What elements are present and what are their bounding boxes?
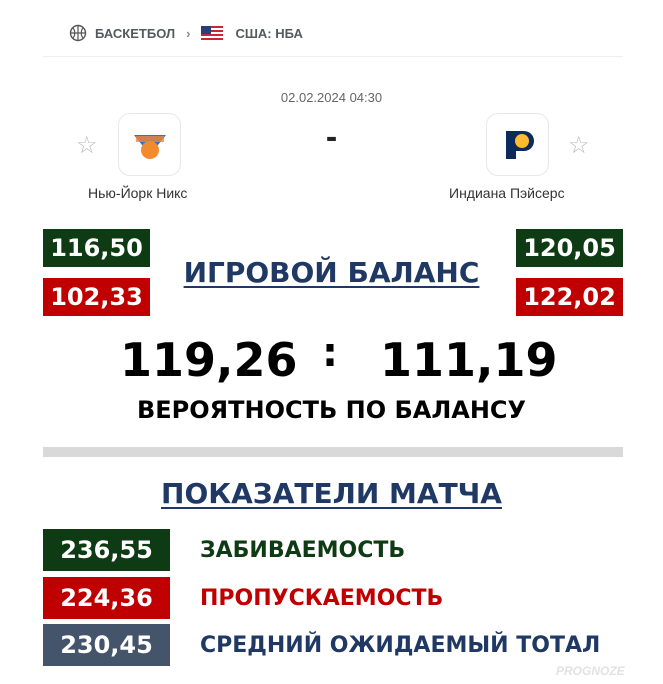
balance-subtitle: ВЕРОЯТНОСТЬ ПО БАЛАНСУ [136,396,527,424]
away-balance-green: 120,05 [516,229,623,267]
watermark-logo: PROGNOZE [556,664,625,678]
balance-title: ИГРОВОЙ БАЛАНС [183,256,480,289]
match-datetime: 02.02.2024 04:30 [280,90,383,105]
stats-title: ПОКАЗАТЕЛИ МАТЧА [161,477,502,510]
favorite-star-icon-away[interactable]: ☆ [568,132,590,159]
away-balance-score: 111,19 [380,333,558,387]
breadcrumb-league[interactable]: США: НБА [235,25,303,41]
stat-value-total: 230,45 [43,624,170,666]
knicks-logo[interactable] [118,113,181,176]
breadcrumb-sport[interactable]: БАСКЕТБОЛ [95,25,176,41]
stat-label-total: СРЕДНИЙ ОЖИДАЕМЫЙ ТОТАЛ [200,633,601,658]
section-divider [43,447,623,457]
breadcrumb: БАСКЕТБОЛ › США: НБА [69,24,303,42]
stat-label-conceded: ПРОПУСКАЕМОСТЬ [200,586,444,611]
home-team-name[interactable]: Нью-Йорк Никс [88,185,188,201]
score-separator: : [322,330,338,376]
us-flag-icon [201,25,224,41]
stat-label-scoring: ЗАБИВАЕМОСТЬ [200,538,406,563]
chevron-right-icon: › [186,25,191,41]
home-balance-red: 102,33 [43,278,150,316]
pacers-logo[interactable] [486,113,549,176]
home-balance-green: 116,50 [43,229,150,267]
divider [43,56,623,57]
basketball-icon [69,24,87,42]
stat-value-scoring: 236,55 [43,529,170,571]
away-team-name[interactable]: Индиана Пэйсерс [449,185,565,201]
match-score: - [325,118,338,156]
away-balance-red: 122,02 [516,278,623,316]
favorite-star-icon-home[interactable]: ☆ [76,132,98,159]
home-balance-score: 119,26 [120,333,298,387]
stat-value-conceded: 224,36 [43,577,170,619]
